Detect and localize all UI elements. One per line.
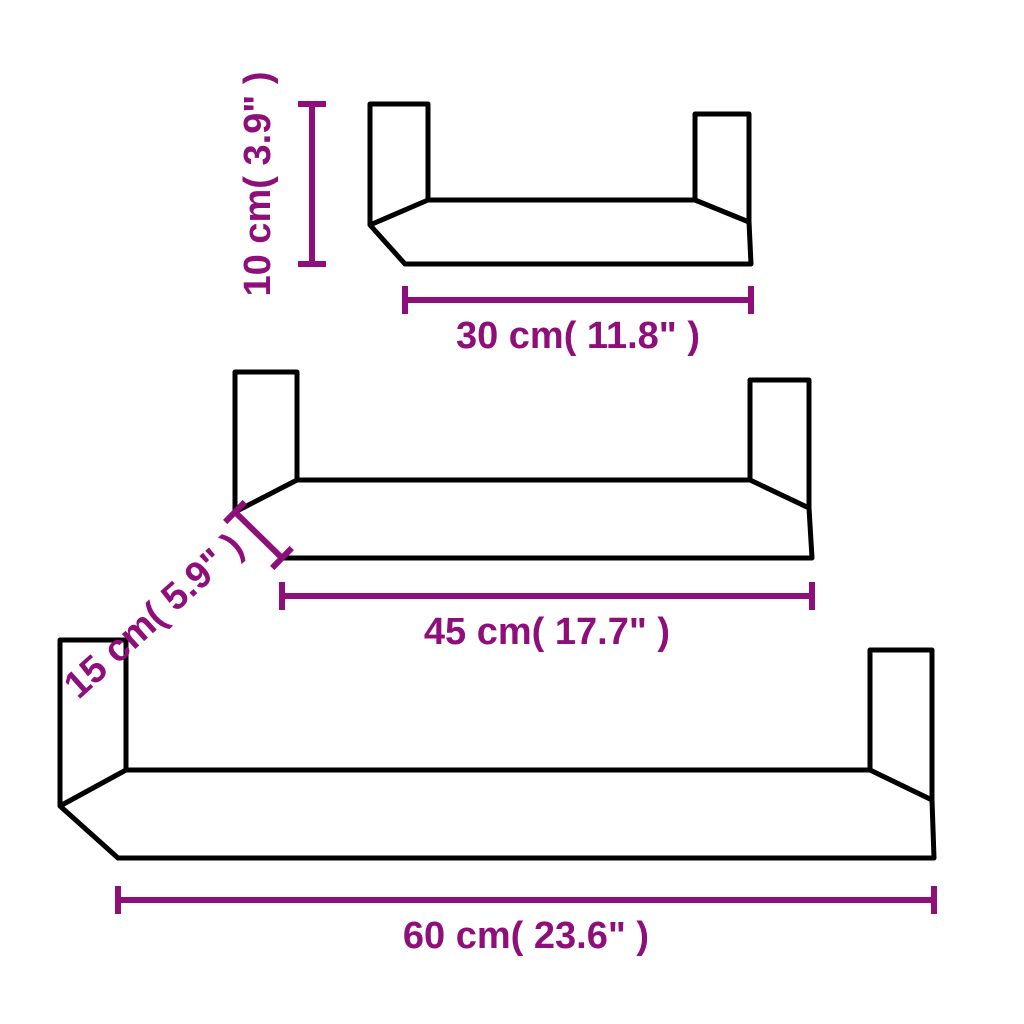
dim-width-60cm-label: 60 cm( 23.6" ) (403, 915, 649, 957)
dim-width-45cm-label: 45 cm( 17.7" ) (424, 611, 670, 653)
dim-width-30cm-label: 30 cm( 11.8" ) (456, 315, 700, 357)
dim-height-10cm-label: 10 cm( 3.9" ) (237, 71, 279, 296)
dimension-diagram: 10 cm( 3.9" ) 30 cm( 11.8" ) 45 cm( 17.7" … (0, 0, 1024, 1024)
